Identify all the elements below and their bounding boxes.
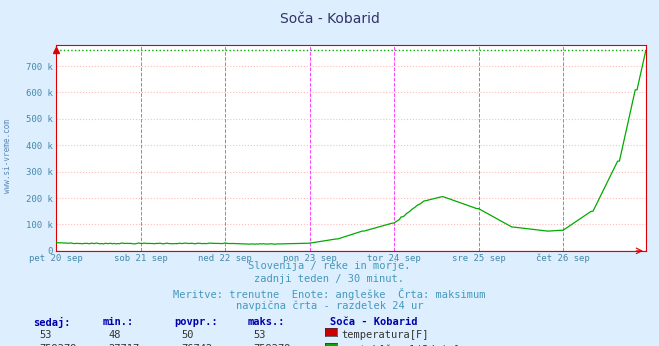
- Text: temperatura[F]: temperatura[F]: [341, 330, 429, 340]
- Text: min.:: min.:: [102, 317, 133, 327]
- Text: www.si-vreme.com: www.si-vreme.com: [3, 119, 13, 193]
- Text: 76742: 76742: [181, 344, 212, 346]
- Text: Slovenija / reke in morje.: Slovenija / reke in morje.: [248, 261, 411, 271]
- Text: 53: 53: [40, 330, 52, 340]
- Text: 759279: 759279: [40, 344, 77, 346]
- Text: pretok[čevelj3/min]: pretok[čevelj3/min]: [341, 344, 460, 346]
- Text: 48: 48: [109, 330, 121, 340]
- Text: Meritve: trenutne  Enote: angleške  Črta: maksimum: Meritve: trenutne Enote: angleške Črta: …: [173, 288, 486, 300]
- Text: 53: 53: [254, 330, 266, 340]
- Text: zadnji teden / 30 minut.: zadnji teden / 30 minut.: [254, 274, 405, 284]
- Text: sedaj:: sedaj:: [33, 317, 71, 328]
- Text: 27717: 27717: [109, 344, 140, 346]
- Text: povpr.:: povpr.:: [175, 317, 218, 327]
- Text: 759279: 759279: [254, 344, 291, 346]
- Text: Soča - Kobarid: Soča - Kobarid: [330, 317, 417, 327]
- Text: navpična črta - razdelek 24 ur: navpična črta - razdelek 24 ur: [236, 301, 423, 311]
- Text: Soča - Kobarid: Soča - Kobarid: [279, 12, 380, 26]
- Text: 50: 50: [181, 330, 194, 340]
- Text: maks.:: maks.:: [247, 317, 285, 327]
